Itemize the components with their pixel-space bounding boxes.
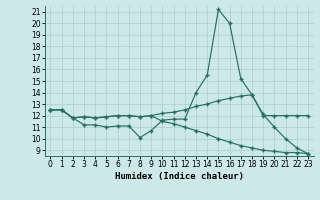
X-axis label: Humidex (Indice chaleur): Humidex (Indice chaleur) <box>115 172 244 181</box>
